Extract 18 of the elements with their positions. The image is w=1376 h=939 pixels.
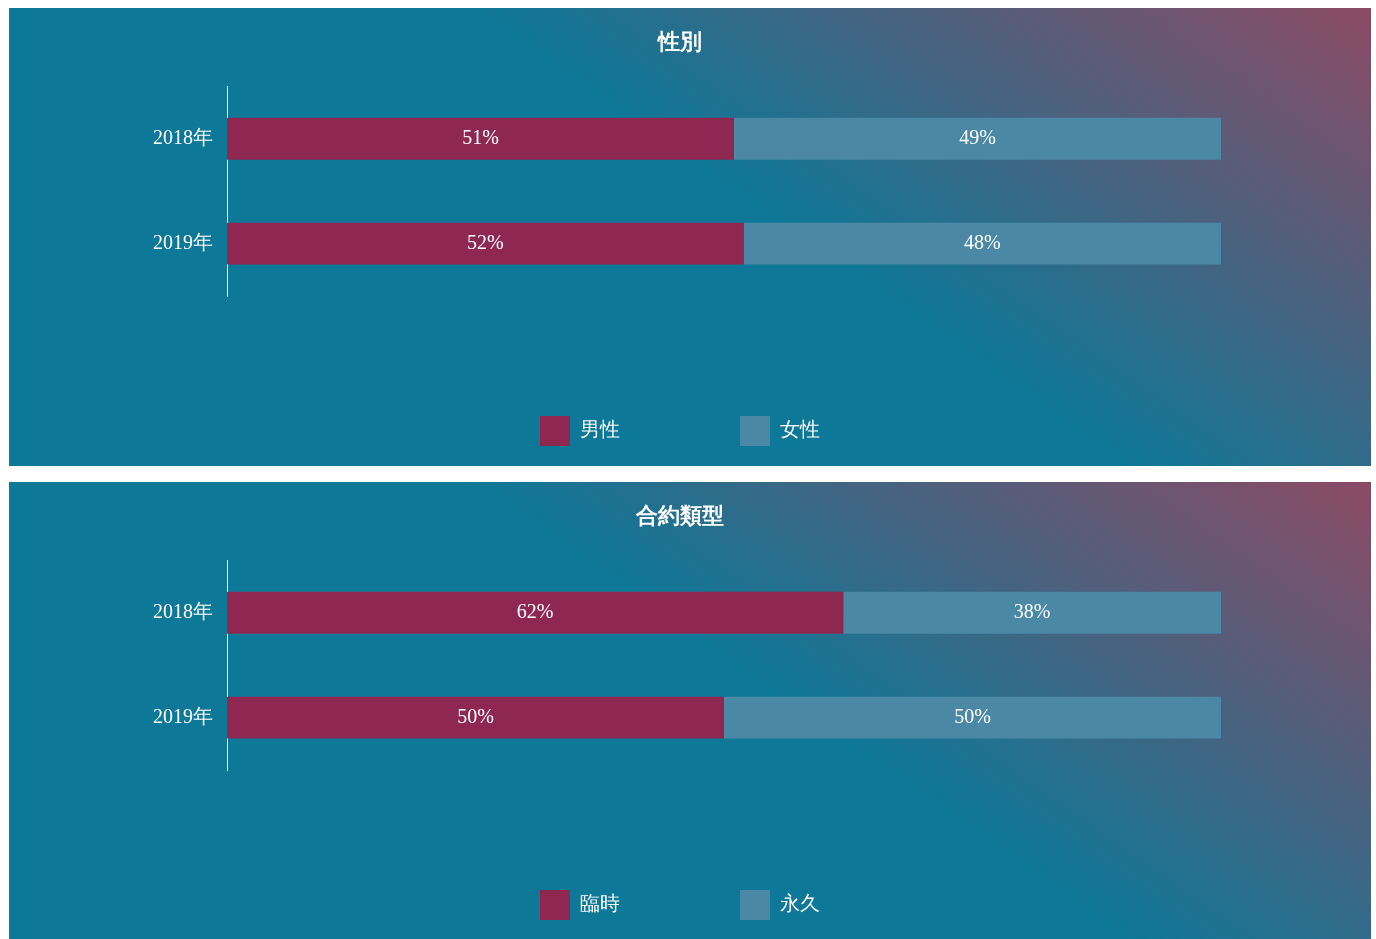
y-tick-label: 2018年 xyxy=(153,126,213,149)
y-tick-label: 2018年 xyxy=(153,600,213,623)
data-label: 52% xyxy=(467,230,504,253)
data-label: 38% xyxy=(1013,600,1051,623)
legend-label: 男性 xyxy=(580,418,620,441)
data-label: 51% xyxy=(462,126,499,149)
data-label: 49% xyxy=(959,126,996,149)
legend-label: 女性 xyxy=(780,418,820,441)
legend-label: 永久 xyxy=(780,892,820,915)
data-label: 62% xyxy=(516,600,554,623)
data-label: 50% xyxy=(457,704,494,727)
chart-title: 合約類型 xyxy=(635,502,724,528)
y-tick-label: 2019年 xyxy=(153,704,213,727)
data-label: 48% xyxy=(964,230,1001,253)
legend-label: 臨時 xyxy=(580,892,620,915)
data-label: 50% xyxy=(954,704,991,727)
y-tick-label: 2019年 xyxy=(153,230,213,253)
chart-title: 性別 xyxy=(656,28,702,54)
